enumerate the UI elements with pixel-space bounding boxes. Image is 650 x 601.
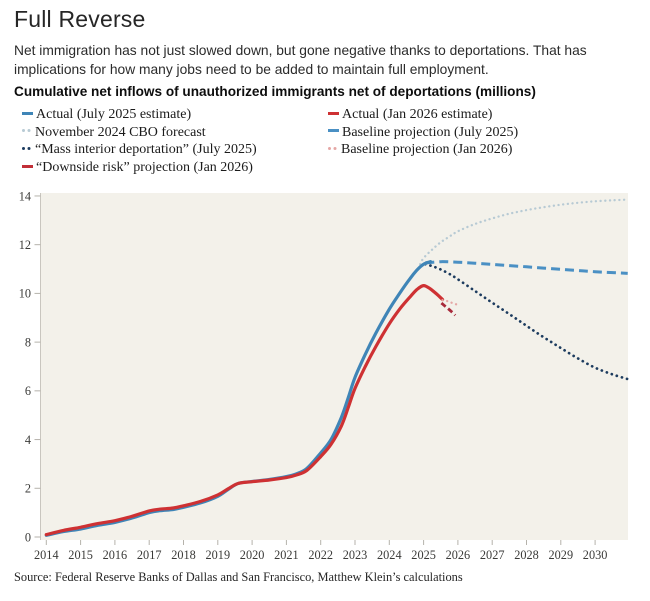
legend-label: Baseline projection (July 2025) — [342, 124, 519, 140]
svg-text:2024: 2024 — [377, 548, 402, 562]
legend-item: “Mass interior deportation” (July 2025) — [22, 141, 328, 159]
source-note: Source: Federal Reserve Banks of Dallas … — [14, 570, 463, 584]
series-baseline-projection-july-2025 — [425, 260, 628, 275]
series-downside-risk-projection-jan-2026 — [440, 302, 457, 317]
legend-item: Actual (Jan 2026 estimate) — [328, 106, 518, 124]
svg-text:0: 0 — [25, 530, 31, 544]
chart-subtitle: Net immigration has not just slowed down… — [14, 43, 587, 78]
legend-label: “Mass interior deportation” (July 2025) — [35, 142, 257, 158]
legend-column-right: Actual (Jan 2026 estimate) Baseline proje… — [328, 106, 518, 176]
svg-text:10: 10 — [19, 287, 31, 301]
legend-label: Baseline projection (Jan 2026) — [341, 142, 513, 158]
svg-text:2028: 2028 — [514, 548, 539, 562]
legend-item: Baseline projection (July 2025) — [328, 124, 518, 142]
svg-text:2022: 2022 — [308, 548, 333, 562]
legend-label: Actual (July 2025 estimate) — [36, 107, 192, 122]
legend-item: Actual (July 2025 estimate) — [22, 106, 328, 124]
svg-text:4: 4 — [25, 433, 31, 447]
svg-text:2027: 2027 — [480, 548, 505, 562]
svg-text:2016: 2016 — [103, 548, 128, 562]
legend-label: November 2024 CBO forecast — [35, 124, 206, 140]
svg-text:8: 8 — [25, 335, 31, 349]
series-baseline-projection-jan-2026 — [441, 299, 460, 306]
svg-text:2015: 2015 — [68, 548, 93, 562]
svg-text:6: 6 — [25, 384, 31, 398]
legend-label: Actual (Jan 2026 estimate) — [342, 107, 493, 122]
svg-text:2019: 2019 — [206, 548, 231, 562]
legend-dotted-line-icon — [22, 129, 25, 133]
svg-text:2030: 2030 — [583, 548, 608, 562]
legend-column-left: Actual (July 2025 estimate) November 2024… — [22, 106, 328, 176]
svg-text:2029: 2029 — [549, 548, 574, 562]
legend-item: “Downside risk” projection (Jan 2026) — [22, 159, 328, 177]
svg-text:2017: 2017 — [137, 548, 162, 562]
legend-line-icon — [22, 111, 33, 115]
series-actual-jan-2026-estimate — [44, 284, 445, 537]
legend-line-icon — [328, 129, 339, 133]
series-november-2024-cbo-forecast — [419, 198, 629, 266]
svg-text:12: 12 — [19, 238, 31, 252]
legend-dotted-line-icon — [22, 146, 25, 150]
svg-text:2014: 2014 — [34, 548, 59, 562]
legend-line-icon — [328, 111, 339, 115]
svg-text:14: 14 — [19, 189, 31, 203]
svg-text:2026: 2026 — [446, 548, 471, 562]
svg-text:2021: 2021 — [274, 548, 299, 562]
legend-line-icon — [22, 164, 33, 168]
legend-item: November 2024 CBO forecast — [22, 124, 328, 142]
chart-legend: Actual (July 2025 estimate) November 2024… — [22, 106, 518, 176]
line-chart: 0 2 4 6 8 10 12 14 2014 2015 2016 2017 2018 2019 2020 2… — [19, 189, 630, 562]
svg-text:2023: 2023 — [343, 548, 368, 562]
svg-text:2020: 2020 — [240, 548, 265, 562]
legend-item: Baseline projection (Jan 2026) — [328, 141, 518, 159]
legend-label: “Downside risk” projection (Jan 2026) — [36, 159, 253, 175]
page-title: Full Reverse — [14, 6, 146, 32]
svg-text:2018: 2018 — [171, 548, 196, 562]
legend-dotted-line-icon — [328, 146, 331, 150]
svg-text:2: 2 — [25, 482, 31, 496]
chart-heading: Cumulative net inflows of unauthorized i… — [14, 84, 536, 99]
svg-text:2025: 2025 — [411, 548, 436, 562]
